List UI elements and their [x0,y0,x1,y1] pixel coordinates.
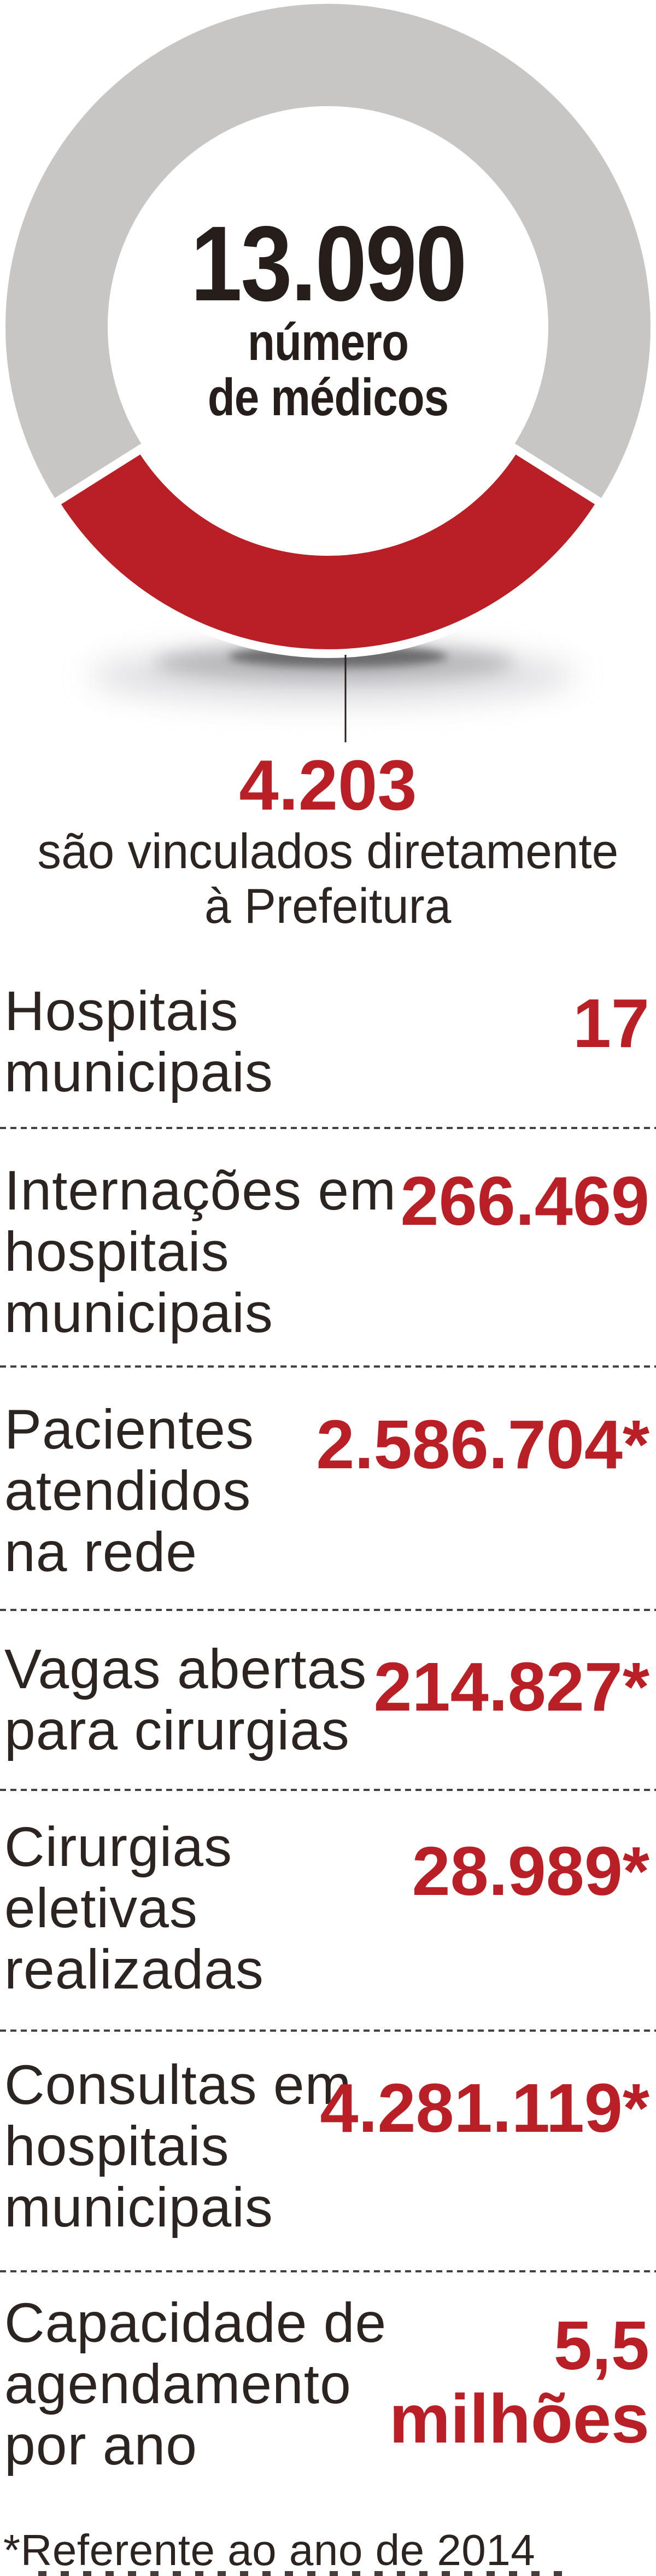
stat-label-internacoes: Internações em hospitais municipais [4,1159,397,1344]
hero-label-line2: de médicos [207,368,449,427]
dotted-separator [0,1365,656,1368]
stat-value-consultas: 4.281.119* [320,2069,649,2147]
donut-shadow [89,644,576,704]
cropped-text-remnant [38,2571,563,2576]
hero-value-text: 13.090 [190,204,467,323]
stat-label-pacientes: Pacientes atendidos na rede [4,1398,254,1583]
dotted-separator [0,1789,656,1791]
callout-value: 4.203 [239,745,417,825]
stat-label-consultas: Consultas em hospitais municipais [4,2054,352,2238]
hero-label-line1: número [247,313,409,371]
hero-label: número de médicos [0,315,656,425]
callout-description: são vinculados diretamente à Prefeitura [0,824,656,934]
stat-label-vagas: Vagas abertas para cirurgias [4,1638,367,1761]
hero-value: 13.090 [0,211,656,317]
stat-value-cirurgias: 28.989* [412,1833,649,1910]
dotted-separator [0,1127,656,1129]
dotted-separator [0,2030,656,2032]
callout-description-line1: são vinculados diretamente [37,824,619,879]
dotted-separator [0,1609,656,1611]
donut-chart [5,4,651,742]
stat-value-capacidade: 5,5 milhões [389,2307,649,2457]
donut-highlight-slice [49,442,607,658]
stat-label-capacidade: Capacidade de agendamento por ano [4,2292,387,2476]
callout-description-line2: à Prefeitura [204,879,452,934]
stat-value-pacientes: 2.586.704* [316,1406,649,1483]
dotted-separator [0,2270,656,2272]
stat-value-hospitais-municipais: 17 [572,985,649,1062]
stat-label-cirurgias: Cirurgias eletivas realizadas [4,1816,264,2001]
stat-value-vagas: 214.827* [373,1648,650,1725]
footnote: *Referente ao ano de 2014 [3,2526,536,2574]
stat-label-hospitais-municipais: Hospitais municipais [4,980,273,1103]
stat-value-internacoes: 266.469 [400,1162,649,1240]
